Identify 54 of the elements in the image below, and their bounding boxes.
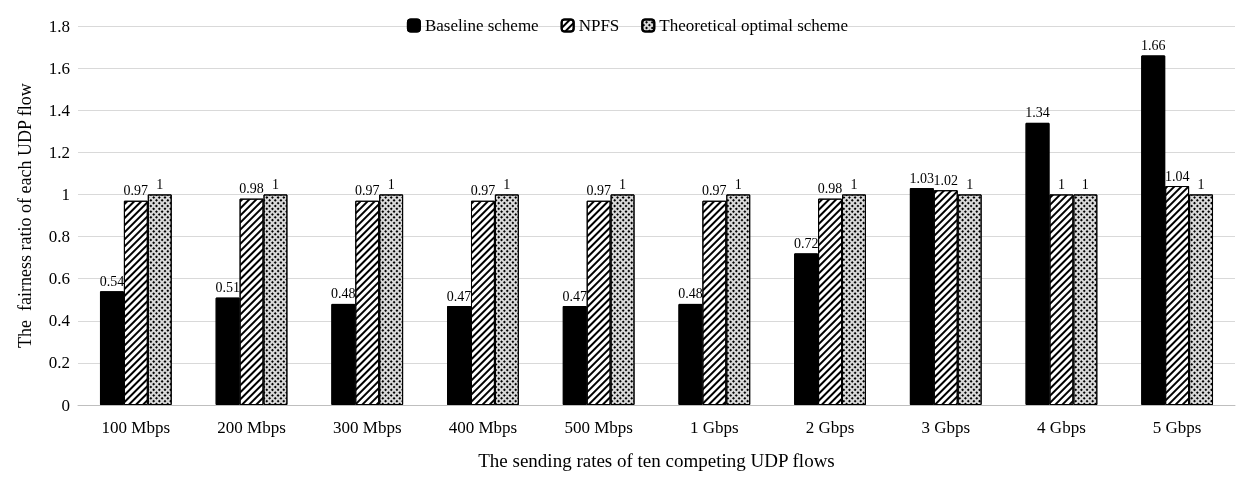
y-tick-label: 0.4 [48,311,71,331]
x-tick-label: 300 Mbps [333,418,402,437]
data-label: 1 [619,176,627,192]
data-label: 0.54 [99,273,125,289]
y-tick-label: 0.2 [48,353,70,373]
data-label: 1 [1081,176,1089,192]
y-tick-label: 1.8 [48,16,70,36]
data-label: 0.47 [562,288,587,304]
data-label: 1 [1197,176,1205,192]
data-label: 0.47 [446,288,472,304]
data-label: 0.97 [586,183,611,199]
data-label: 0.97 [355,183,380,199]
legend-label: Theoretical optimal scheme [659,16,849,35]
data-label: 1.66 [1140,37,1166,53]
data-label: 1 [156,176,164,192]
data-label: 0.97 [123,183,149,199]
data-label: 1 [387,176,395,192]
y-axis-title: The fairness ratio of each UDP flow [15,83,35,348]
data-label: 1.03 [909,170,935,186]
legend-label: NPFS [578,16,620,35]
data-label: 1.04 [1164,168,1190,184]
data-label: 1 [503,176,511,192]
y-tick-label: 1.2 [48,142,70,162]
data-label: 0.72 [793,235,819,251]
data-label: 1 [271,176,279,192]
x-tick-label: 1 Gbps [690,418,739,437]
x-tick-label: 400 Mbps [448,418,518,437]
data-label: 1 [966,176,974,192]
y-tick-label: 1 [61,184,70,204]
data-label: 1 [1057,176,1065,192]
x-tick-label: 4 Gbps [1037,418,1086,437]
data-label: 0.97 [702,183,727,199]
data-label: 0.48 [331,286,356,302]
data-label: 1 [850,176,858,192]
y-tick-label: 1.6 [48,58,70,78]
data-label: 0.98 [239,181,264,197]
data-label: 1 [734,176,742,192]
y-tick-label: 0.8 [48,227,70,247]
y-tick-label: 0.6 [48,269,70,289]
x-tick-label: 3 Gbps [921,418,971,437]
data-label: 0.98 [817,181,843,197]
y-tick-label: 1.4 [48,100,71,120]
x-tick-label: 5 Gbps [1152,418,1202,437]
x-tick-label: 2 Gbps [805,418,855,437]
x-tick-label: 200 Mbps [217,418,286,437]
data-label: 1.34 [1025,105,1050,121]
x-axis-title: The sending rates of ten competing UDP flows [478,450,835,471]
x-tick-label: 100 Mbps [101,418,171,437]
data-label: 0.97 [470,183,496,199]
data-label: 1.02 [933,172,958,188]
x-tick-label: 500 Mbps [564,418,633,437]
data-label: 0.51 [215,280,240,296]
y-tick-label: 0 [61,395,70,415]
legend-label: Baseline scheme [424,16,539,35]
